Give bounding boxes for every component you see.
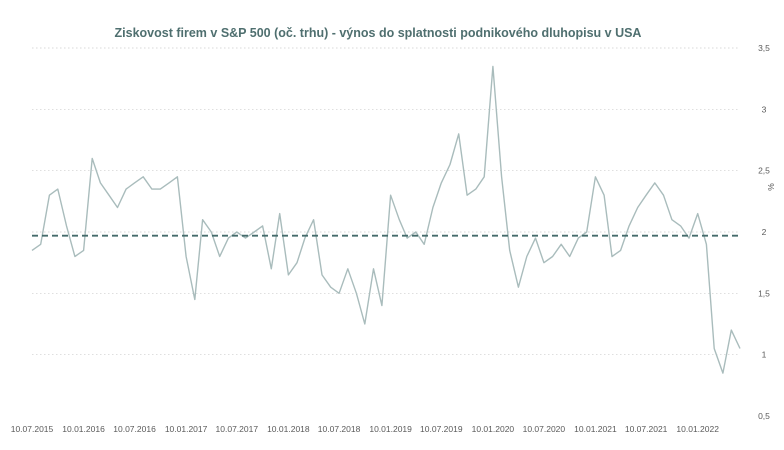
- x-tick-label: 10.07.2020: [523, 424, 566, 434]
- x-tick-label: 10.01.2017: [165, 424, 208, 434]
- x-tick-label: 10.01.2021: [574, 424, 617, 434]
- x-axis: 10.07.2015 10.01.2016 10.07.2016 10.01.2017…: [11, 424, 720, 434]
- x-tick-label: 10.07.2015: [11, 424, 54, 434]
- x-tick-label: 10.01.2022: [676, 424, 719, 434]
- x-tick-label: 10.01.2018: [267, 424, 310, 434]
- y-unit-label: %: [766, 183, 776, 191]
- grid-layer: [32, 47, 740, 356]
- x-tick-label: 10.01.2016: [62, 424, 105, 434]
- x-tick-label: 10.07.2021: [625, 424, 668, 434]
- x-tick-label: 10.07.2018: [318, 424, 361, 434]
- y-tick-label: 2: [762, 227, 767, 237]
- y-tick-label: 3: [762, 104, 767, 114]
- x-tick-label: 10.07.2019: [420, 424, 463, 434]
- series-layer: [31, 65, 741, 374]
- y-tick-label: 1: [762, 350, 767, 360]
- series-line: [31, 65, 741, 374]
- y-tick-label: 1,5: [758, 288, 770, 298]
- y-tick-label: 0,5: [758, 411, 770, 421]
- x-tick-label: 10.01.2020: [472, 424, 515, 434]
- y-axis: 0,5 1 1,5 2 2,5 3 3,5: [758, 43, 770, 421]
- x-tick-label: 10.01.2019: [369, 424, 412, 434]
- y-tick-label: 3,5: [758, 43, 770, 53]
- x-tick-label: 10.07.2016: [113, 424, 156, 434]
- y-tick-label: 2,5: [758, 166, 770, 176]
- x-tick-label: 10.07.2017: [216, 424, 259, 434]
- chart-title: Ziskovost firem v S&P 500 (oč. trhu) - v…: [115, 26, 642, 40]
